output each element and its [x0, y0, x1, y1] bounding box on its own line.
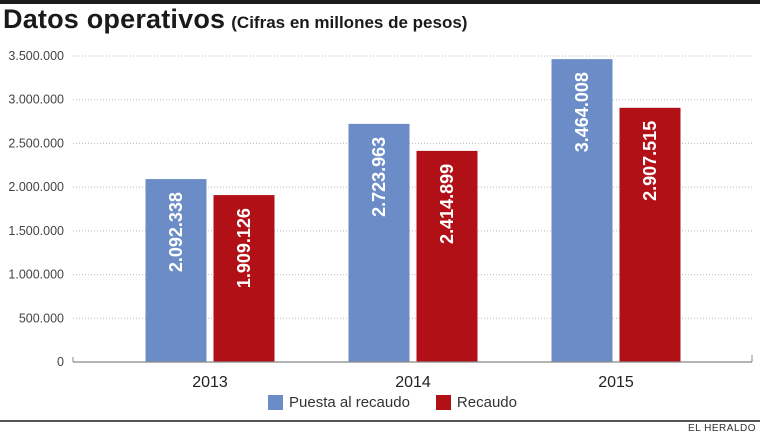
bars [145, 59, 681, 363]
legend-label-puesta: Puesta al recaudo [289, 394, 410, 411]
bar-value-label: 2.414.899 [437, 164, 457, 244]
chart-title-main: Datos operativos [3, 4, 226, 34]
x-tick-label: 2014 [395, 374, 431, 391]
bar-value-label: 2.723.963 [369, 137, 389, 217]
bar-recaudo-2013 [213, 195, 275, 362]
bar-puesta-2015 [551, 59, 613, 362]
y-tick-label: 1.000.000 [8, 268, 64, 282]
bottom-rule [0, 420, 760, 422]
x-tick-label: 2015 [598, 374, 634, 391]
bar-value-label: 2.907.515 [640, 121, 660, 201]
gridlines [73, 55, 752, 319]
x-axis-ticks: 2013 2014 2015 [192, 374, 634, 391]
y-tick-label: 0 [57, 355, 64, 369]
bar-value-label: 3.464.008 [572, 72, 592, 152]
legend: Puesta al recaudo Recaudo [268, 394, 543, 411]
legend-swatch-recaudo [435, 395, 451, 410]
y-tick-label: 3.500.000 [8, 49, 64, 63]
credit-el-heraldo: EL HERALDO [688, 423, 756, 434]
legend-item-puesta: Puesta al recaudo [268, 394, 410, 411]
y-tick-label: 3.000.000 [8, 93, 64, 107]
y-tick-label: 1.500.000 [8, 224, 64, 238]
y-tick-label: 500.000 [19, 311, 64, 325]
top-bar [0, 0, 760, 4]
bar-puesta-2014 [348, 123, 410, 362]
legend-label-recaudo: Recaudo [456, 394, 517, 411]
y-tick-label: 2.500.000 [8, 136, 64, 150]
bar-recaudo-2015 [619, 107, 681, 363]
axes [72, 355, 753, 363]
chart-title: Datos operativos (Cifras en millones de p… [3, 4, 467, 35]
bar-labels: 2.092.338 1.909.126 2.723.963 2.414.899 3.46… [166, 72, 660, 288]
x-tick-label: 2013 [192, 374, 228, 391]
bar-value-label: 2.092.338 [166, 192, 186, 272]
y-axis-ticks: 0 500.000 1.000.000 1.500.000 2.000.000 2.500… [8, 49, 64, 369]
bar-puesta-2013 [145, 179, 207, 362]
legend-item-recaudo: Recaudo [435, 394, 517, 411]
chart-subtitle: (Cifras en millones de pesos) [231, 13, 468, 32]
legend-swatch-puesta [268, 395, 283, 410]
bar-recaudo-2014 [416, 150, 478, 362]
y-tick-label: 2.000.000 [8, 180, 64, 194]
bar-value-label: 1.909.126 [234, 208, 254, 288]
